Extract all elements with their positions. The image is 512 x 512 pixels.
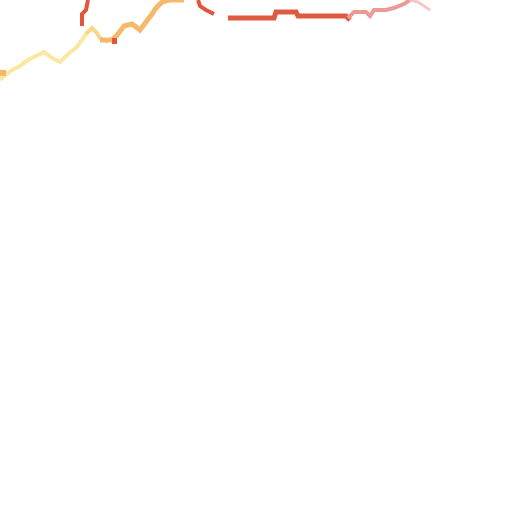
route-point-red: [112, 38, 117, 44]
route-point-orange-west: [0, 70, 6, 76]
route-segment-west-yellow: [0, 32, 88, 82]
route-segment-red-upper: [80, 0, 90, 26]
route-segment-orange: [100, 0, 184, 43]
route-segment-red-main: [228, 9, 352, 22]
route-segment-light-pink: [409, 0, 431, 12]
route-segment-red-top: [196, 0, 215, 16]
route-segment-pink: [346, 0, 412, 20]
